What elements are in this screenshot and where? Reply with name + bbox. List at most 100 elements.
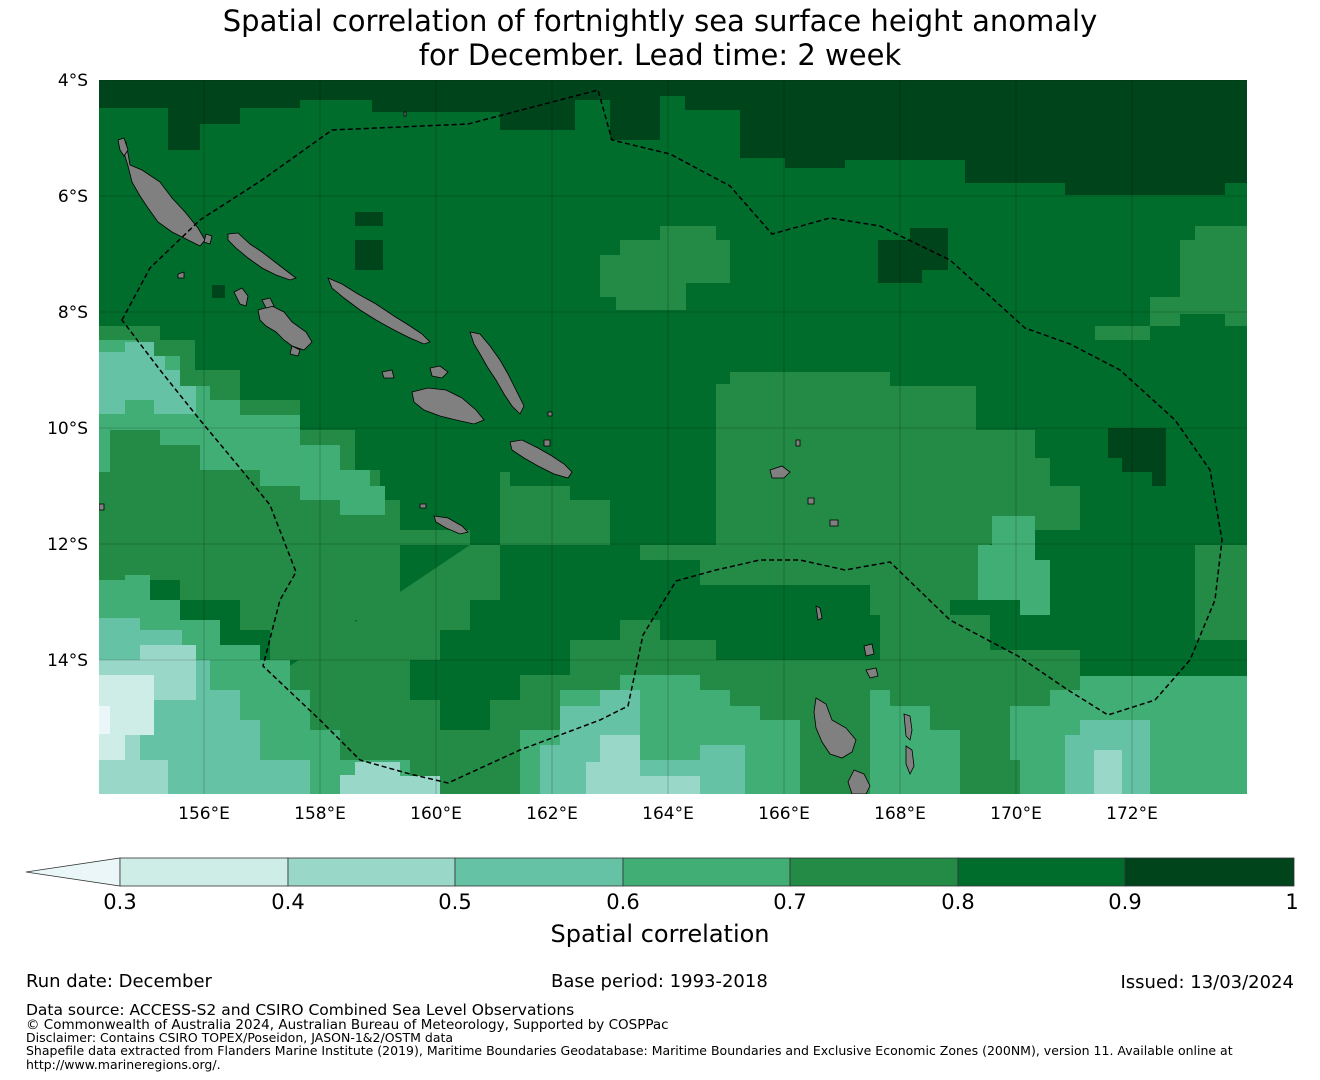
title-line-1: Spatial correlation of fortnightly sea s… bbox=[222, 4, 1098, 38]
colorbar bbox=[25, 857, 1295, 887]
island-malaita bbox=[469, 331, 525, 415]
field-zone-03-04-sw bbox=[99, 675, 154, 760]
island-malakula bbox=[847, 769, 871, 794]
field-zone-09-1-blob-a bbox=[878, 228, 948, 283]
island-choiseul bbox=[227, 232, 297, 281]
colorbar-tick-label: 0.9 bbox=[1108, 890, 1141, 914]
island-sikaiana bbox=[547, 411, 553, 417]
lon-label: 164°E bbox=[642, 804, 694, 824]
lat-label: 10°S bbox=[47, 419, 88, 439]
field-zone-07-08-se bbox=[1195, 545, 1247, 640]
island-bellona bbox=[419, 503, 427, 509]
island-banks bbox=[863, 643, 875, 657]
island-guadalcanal bbox=[411, 387, 485, 425]
field-zone-05-06-west bbox=[99, 342, 196, 414]
island-utupua bbox=[829, 519, 839, 527]
colorbar-bin-05-06 bbox=[454, 857, 624, 887]
island-pentecost bbox=[903, 713, 913, 741]
colorbar-tick-label: 0.8 bbox=[941, 890, 974, 914]
island-espiritu-santo bbox=[813, 697, 857, 759]
land-masses bbox=[99, 111, 915, 794]
island-vanikoro bbox=[807, 497, 815, 505]
colorbar-tick-label: 0.3 bbox=[103, 890, 136, 914]
disclaimer: Disclaimer: Contains CSIRO TOPEX/Poseido… bbox=[26, 1030, 454, 1045]
colorbar-bin-03-04 bbox=[119, 857, 289, 887]
field-zone-04-05-se bbox=[1094, 750, 1122, 794]
island-rendova bbox=[289, 345, 301, 357]
lon-axis: 156°E 158°E 160°E 162°E 164°E 166°E 168°… bbox=[178, 804, 1158, 824]
colorbar-tick-label: 0.6 bbox=[606, 890, 639, 914]
lon-label: 172°E bbox=[1106, 804, 1158, 824]
field-zone-07-08-upper bbox=[600, 226, 730, 310]
shapefile-credit: Shapefile data extracted from Flanders M… bbox=[26, 1043, 1233, 1058]
field-zone-09-1-spot-d bbox=[355, 240, 383, 270]
island-makira bbox=[509, 439, 573, 479]
island-bougainville bbox=[119, 139, 206, 247]
lon-label: 168°E bbox=[874, 804, 926, 824]
colorbar-title: Spatial correlation bbox=[550, 920, 769, 948]
map-panel bbox=[99, 80, 1247, 794]
data-source: Data source: ACCESS-S2 and CSIRO Combine… bbox=[26, 1001, 575, 1019]
lon-label: 170°E bbox=[990, 804, 1042, 824]
field-zone-09-1-spot-e bbox=[212, 285, 225, 298]
island-ulawa bbox=[543, 439, 551, 447]
island-ndeni bbox=[769, 465, 791, 479]
correlation-field bbox=[99, 80, 1247, 794]
colorbar-ticks: 0.3 0.4 0.5 0.6 0.7 0.8 0.9 1 bbox=[103, 890, 1298, 914]
field-zone-07-08-center bbox=[500, 372, 1080, 615]
lat-label: 12°S bbox=[47, 535, 88, 555]
lon-label: 166°E bbox=[758, 804, 810, 824]
colorbar-extend-arrow bbox=[25, 857, 121, 887]
field-zone-07-08-east bbox=[1095, 226, 1247, 340]
colorbar-bin-04-05 bbox=[287, 857, 456, 887]
field-zone-09-1-spot-c bbox=[355, 212, 383, 226]
lon-label: 162°E bbox=[526, 804, 578, 824]
lat-axis: 4°S 6°S 8°S 10°S 12°S 14°S bbox=[47, 71, 88, 671]
colorbar-tick-label: 0.4 bbox=[271, 890, 304, 914]
shapefile-url: http://www.marineregions.org/. bbox=[26, 1057, 221, 1072]
lon-label: 158°E bbox=[294, 804, 346, 824]
field-zone-09-1-blob-b bbox=[1108, 428, 1166, 486]
colorbar-tick-label: 1 bbox=[1285, 890, 1298, 914]
island-russell bbox=[381, 369, 395, 379]
island-reef-islands bbox=[795, 439, 801, 447]
field-zone-04-05-s2 bbox=[586, 735, 700, 794]
title-line-2: for December. Lead time: 2 week bbox=[418, 38, 902, 72]
island-torres bbox=[815, 605, 823, 621]
copyright: © Commonwealth of Australia 2024, Austra… bbox=[26, 1017, 669, 1033]
field-zone-06-07-south-center bbox=[870, 690, 960, 794]
lat-label: 6°S bbox=[58, 187, 88, 207]
lon-label: 156°E bbox=[178, 804, 230, 824]
issued-date: Issued: 13/03/2024 bbox=[1120, 972, 1294, 993]
island-shortlands bbox=[203, 233, 213, 245]
field-zone-06-07-east bbox=[978, 516, 1050, 615]
lat-label: 8°S bbox=[58, 303, 88, 323]
lat-label: 14°S bbox=[47, 651, 88, 671]
island-new-georgia bbox=[257, 305, 313, 351]
colorbar-tick-label: 0.5 bbox=[438, 890, 471, 914]
island-maewo bbox=[905, 745, 915, 775]
island-ambae bbox=[865, 667, 879, 679]
island-rennell bbox=[433, 515, 469, 535]
eez-solomon-islands bbox=[121, 89, 1223, 784]
island-santa-isabel bbox=[327, 277, 431, 345]
colorbar-tick-label: 0.7 bbox=[773, 890, 806, 914]
eez-boundaries bbox=[121, 89, 1223, 784]
colorbar-bin-09-1 bbox=[1124, 857, 1295, 887]
island-buka bbox=[117, 137, 129, 157]
lon-label: 160°E bbox=[410, 804, 462, 824]
island-vella-lavella bbox=[233, 287, 249, 307]
island-florida bbox=[429, 365, 449, 379]
island-treasury bbox=[177, 271, 185, 279]
colorbar-bin-06-07 bbox=[622, 857, 791, 887]
colorbar-bin-07-08 bbox=[789, 857, 959, 887]
island-kolombangara bbox=[261, 297, 275, 309]
graticule bbox=[99, 80, 1247, 794]
run-date: Run date: December bbox=[26, 971, 212, 992]
island-ontong-java bbox=[403, 111, 407, 117]
field-zone-below-03-sw bbox=[99, 706, 110, 734]
field-zone-04-05-s bbox=[340, 762, 440, 794]
colorbar-bin-08-09 bbox=[957, 857, 1126, 887]
lat-label: 4°S bbox=[58, 71, 88, 91]
